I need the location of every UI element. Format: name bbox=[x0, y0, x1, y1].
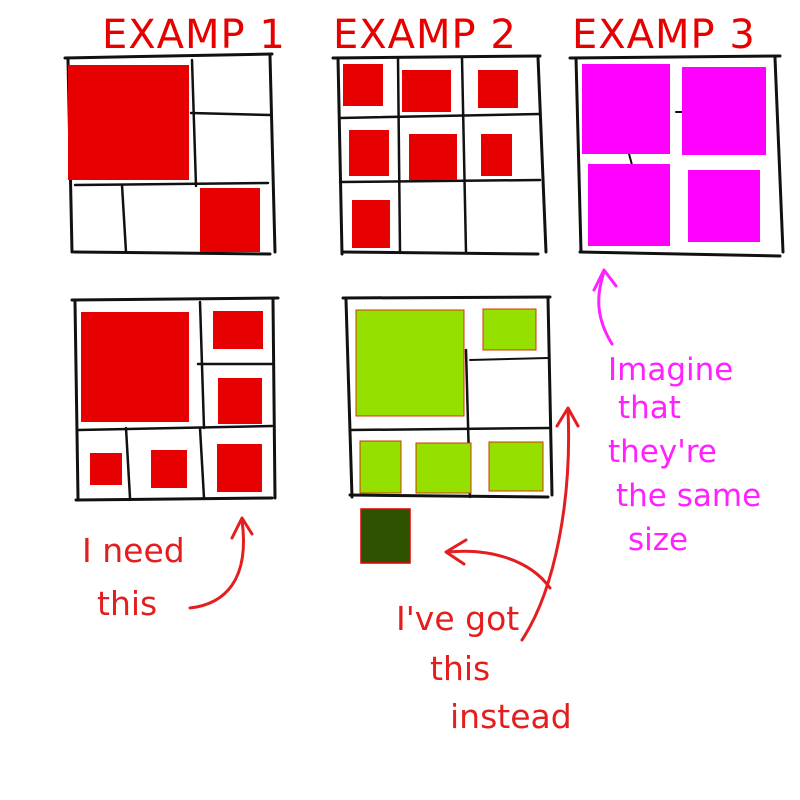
grid-example-2 bbox=[331, 54, 548, 256]
small-blocks-example-2 bbox=[343, 64, 518, 248]
note-imagine-line3: they're bbox=[608, 434, 717, 470]
note-imagine-line4: the same bbox=[616, 478, 761, 514]
note-imagine-line2: that bbox=[618, 390, 681, 426]
curved-arrow-icon bbox=[188, 518, 245, 610]
arrow-head-need bbox=[230, 516, 254, 540]
blocks-example-3 bbox=[582, 64, 766, 246]
note-got-line3: instead bbox=[450, 697, 572, 736]
note-got-line2: this bbox=[430, 649, 490, 688]
note-need-line2: this bbox=[97, 584, 157, 623]
note-got-line1: I've got bbox=[396, 599, 519, 638]
title-example-1: EXAMP 1 bbox=[102, 12, 286, 58]
title-example-2: EXAMP 2 bbox=[333, 12, 517, 58]
arrow-head-got-left bbox=[444, 538, 468, 566]
curved-arrow-icon bbox=[446, 549, 552, 590]
grid-desired-layout bbox=[70, 296, 280, 502]
overflow-block bbox=[360, 508, 411, 564]
note-imagine-line5: size bbox=[628, 522, 688, 558]
big-block bbox=[68, 65, 189, 180]
blocks-actual-result bbox=[355, 308, 544, 494]
note-need-line1: I need bbox=[82, 531, 185, 570]
arrow-head-imagine bbox=[592, 268, 618, 292]
small-block bbox=[200, 188, 260, 252]
note-imagine-line1: Imagine bbox=[608, 352, 733, 388]
curved-arrow-icon bbox=[520, 408, 571, 642]
blocks-desired-layout bbox=[81, 311, 263, 492]
curved-arrow-icon bbox=[597, 270, 614, 346]
arrow-head-got-up bbox=[555, 406, 580, 428]
title-example-3: EXAMP 3 bbox=[572, 12, 756, 58]
grid-actual-result bbox=[341, 295, 554, 499]
